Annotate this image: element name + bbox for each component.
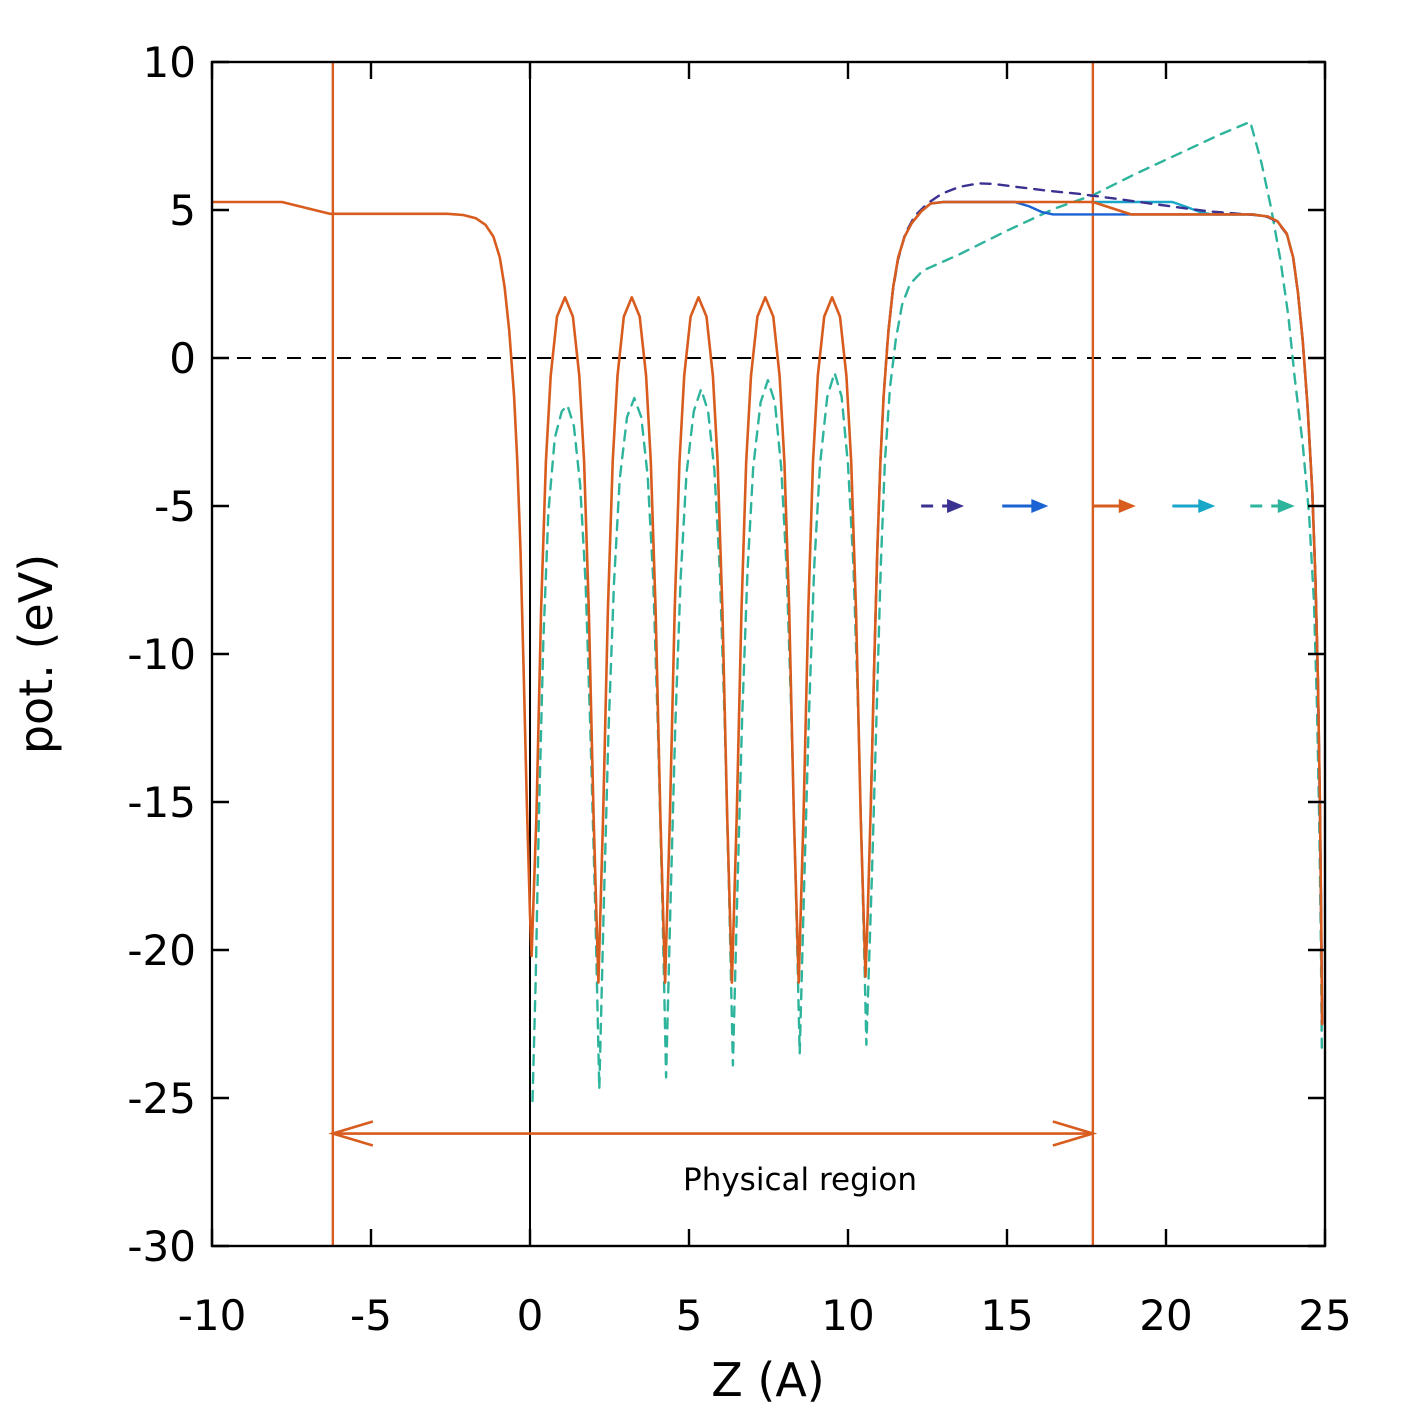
potential-orange-solid-shift-arrow-head	[1118, 499, 1136, 513]
x-tick-label: -5	[350, 1291, 392, 1340]
y-tick-label: 10	[143, 38, 196, 87]
y-tick-label: -30	[127, 1222, 196, 1271]
y-tick-label: 5	[169, 186, 196, 235]
potential-teal-dashed-shift-arrow-head	[1277, 499, 1295, 513]
physical-region-arrow-head-left	[328, 1120, 374, 1147]
reference-lines-layer	[212, 62, 1325, 1246]
y-tick-label: -10	[127, 630, 196, 679]
ticks-layer: -10 -5 0 5 10 15 20 25 10 5 0 -5 -10 -15 -20 -25 -30	[127, 38, 1351, 1340]
physical-region-arrow-layer	[328, 1120, 1098, 1147]
y-tick-label: 0	[169, 334, 196, 383]
series-potential-teal-dashed	[531, 120, 1323, 1103]
y-tick-label: -15	[127, 778, 196, 827]
y-tick-label: -20	[127, 926, 196, 975]
series-potential-orange-solid	[212, 200, 1324, 1026]
x-axis-title: Z (A)	[711, 1353, 825, 1407]
x-tick-label: 10	[821, 1291, 874, 1340]
x-tick-label: -10	[178, 1291, 247, 1340]
series-potential-blue-solid	[887, 200, 1324, 1026]
y-tick-label: -5	[154, 482, 196, 531]
x-tick-label: 25	[1298, 1291, 1351, 1340]
potential-cyan-solid-shift-arrow-head	[1198, 499, 1216, 513]
physical-region-label: Physical region	[683, 1162, 917, 1198]
potential-navy-dashed-shift-arrow-head	[947, 499, 965, 513]
shift-arrows-layer	[921, 499, 1295, 513]
x-tick-label: 15	[980, 1291, 1033, 1340]
plot-border	[210, 60, 1327, 1248]
y-tick-label: -25	[127, 1074, 196, 1123]
potential-blue-solid-shift-arrow-head	[1031, 499, 1049, 513]
x-tick-label: 0	[517, 1291, 544, 1340]
series-layer	[212, 120, 1324, 1103]
x-tick-label: 5	[676, 1291, 703, 1340]
physical-region-arrow-head-right	[1052, 1120, 1098, 1147]
y-axis-title: pot. (eV)	[9, 554, 63, 754]
x-tick-label: 20	[1139, 1291, 1192, 1340]
series-potential-navy-dashed	[869, 182, 1324, 1026]
